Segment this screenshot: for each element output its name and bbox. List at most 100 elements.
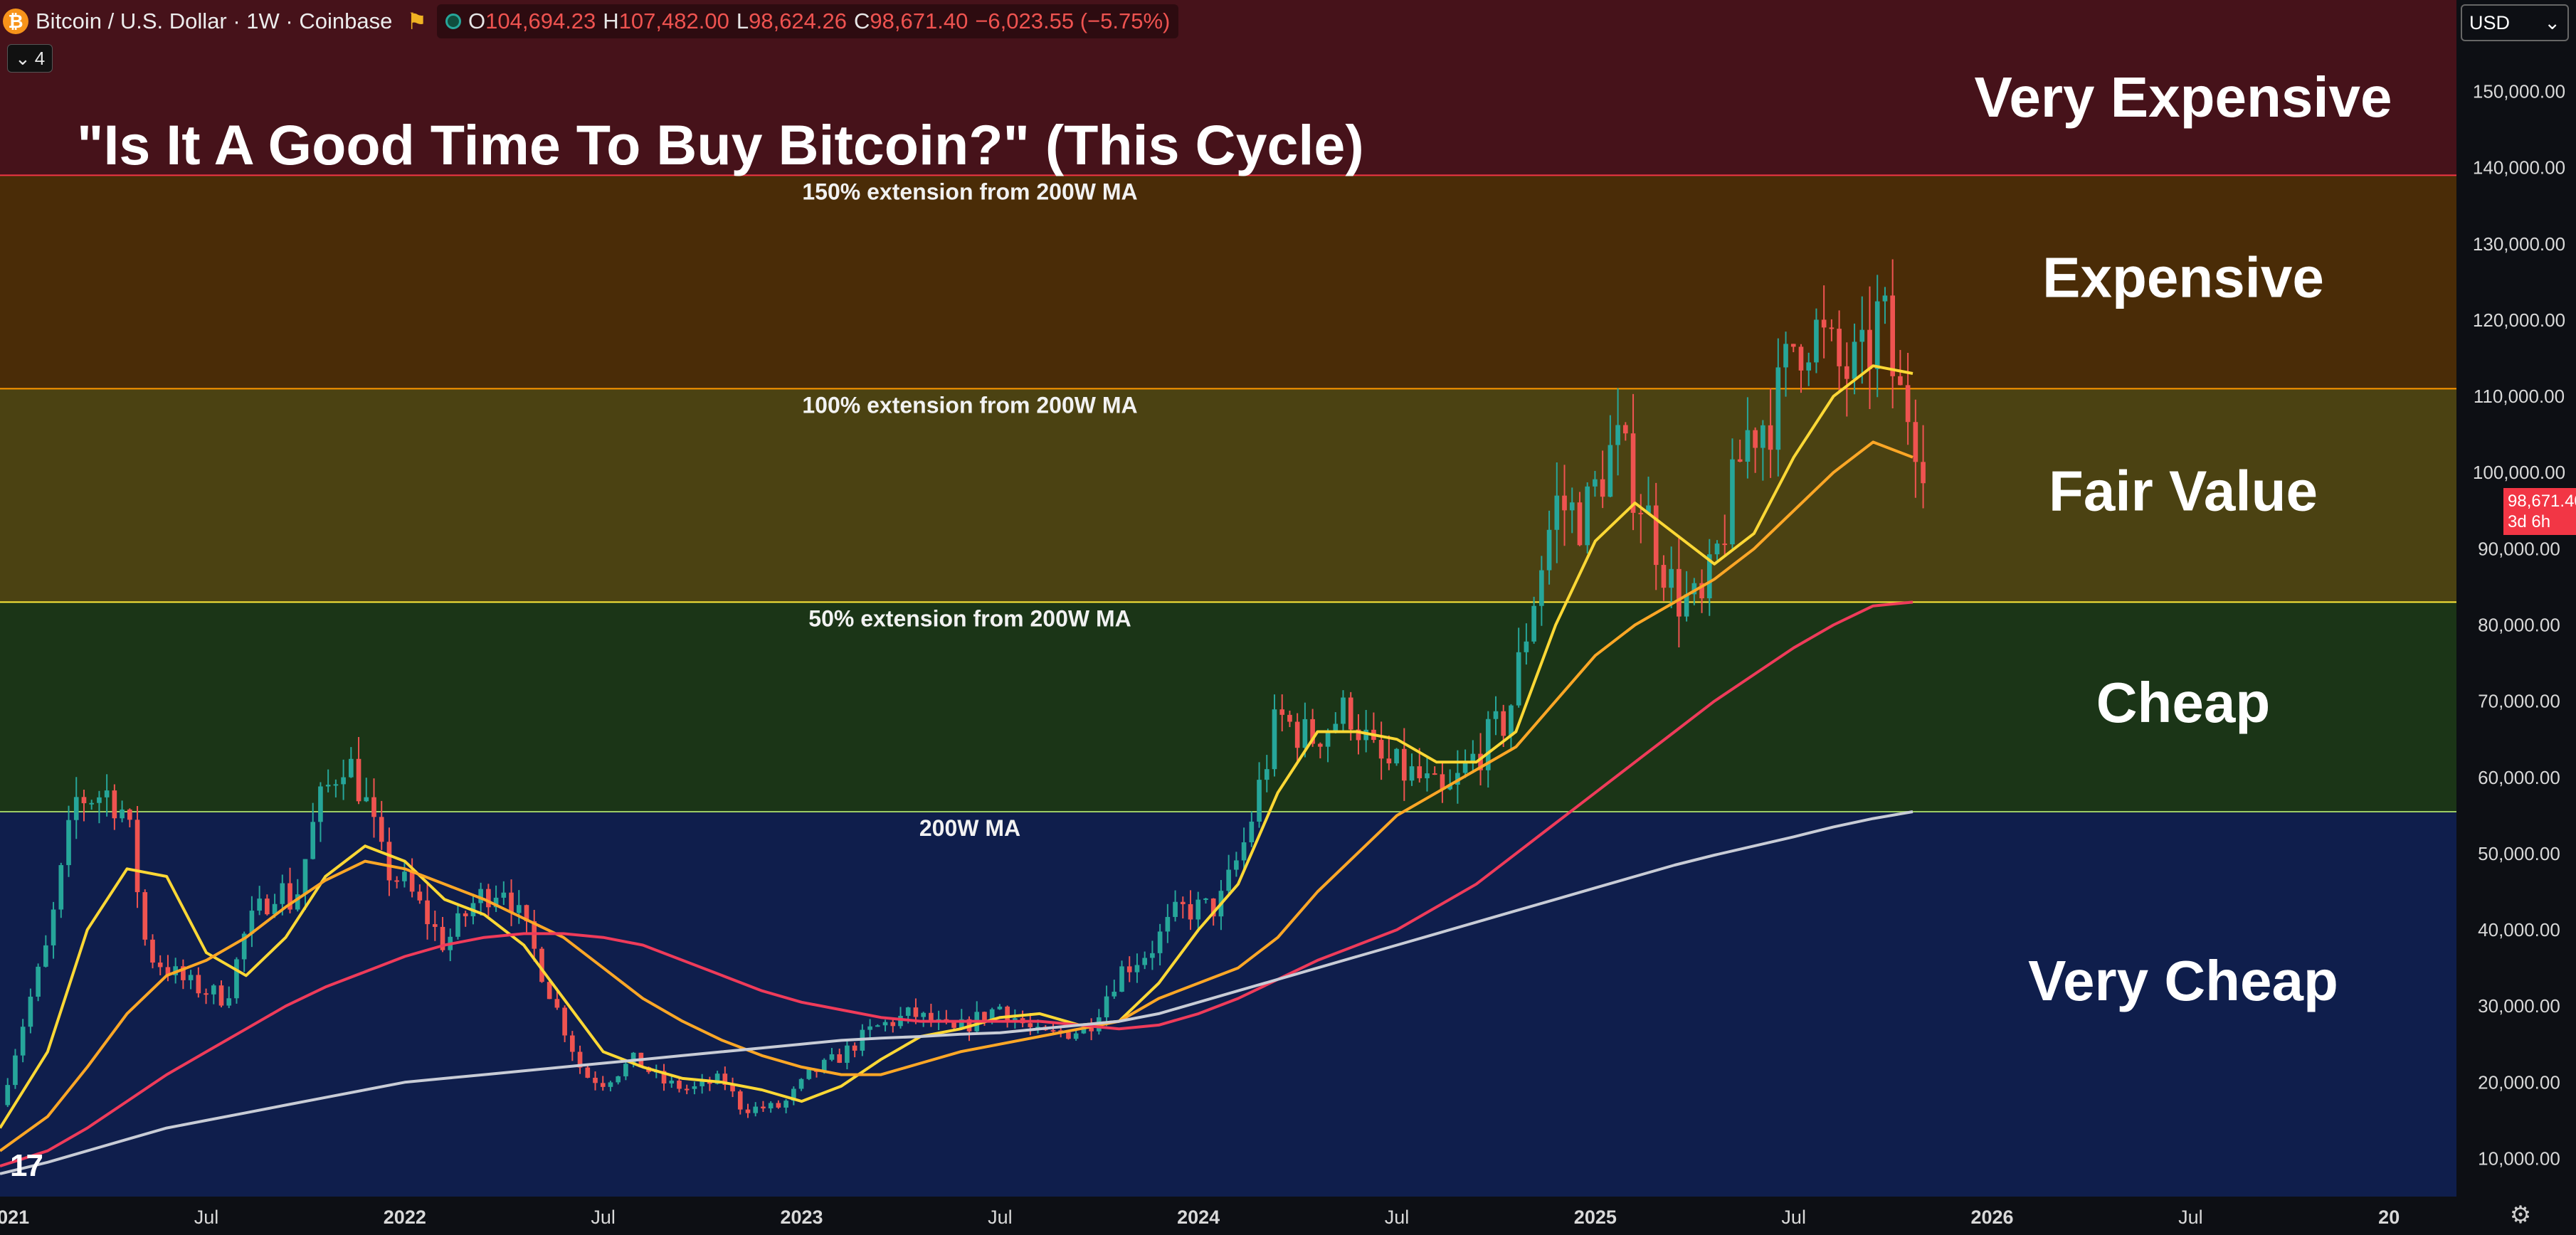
moving-average-line-1 bbox=[0, 364, 1913, 1129]
ohlc-open: O104,694.23 bbox=[468, 9, 596, 33]
candle-body bbox=[1470, 753, 1476, 763]
candle-body bbox=[1852, 341, 1857, 379]
level-labels: 150% extension from 200W MA 100% extensio… bbox=[802, 179, 1137, 841]
currency-select[interactable]: USD ⌄ bbox=[2461, 4, 2569, 41]
candle-body bbox=[669, 1081, 675, 1083]
ohlc-close: C98,671.40 bbox=[854, 9, 968, 33]
price-axis-background[interactable] bbox=[2456, 0, 2576, 1197]
candle-body bbox=[120, 809, 125, 819]
price-tick-label: 50,000.00 bbox=[2478, 843, 2560, 864]
zone-label-very-cheap: Very Cheap bbox=[2028, 949, 2338, 1012]
candle-body bbox=[600, 1083, 606, 1087]
candle-body bbox=[302, 859, 308, 895]
candle-body bbox=[20, 1027, 26, 1056]
candle-body bbox=[1622, 425, 1628, 434]
time-tick-label: 2023 bbox=[780, 1207, 823, 1228]
candle-body bbox=[1188, 903, 1193, 920]
candle-body bbox=[798, 1078, 804, 1089]
price-tick-label: 70,000.00 bbox=[2478, 691, 2560, 712]
candle-body bbox=[386, 842, 392, 881]
candle-body bbox=[1646, 505, 1651, 514]
candle-body bbox=[134, 820, 140, 893]
candle-body bbox=[204, 993, 208, 995]
candle-body bbox=[737, 1091, 743, 1110]
zone-very-expensive bbox=[0, 0, 2456, 176]
gear-icon[interactable]: ⚙ bbox=[2509, 1202, 2532, 1229]
candle-body bbox=[310, 822, 316, 859]
time-axis-background[interactable] bbox=[0, 1197, 2576, 1235]
candle-body bbox=[241, 933, 247, 960]
time-tick-label: 2024 bbox=[1177, 1207, 1220, 1228]
candle-body bbox=[1287, 714, 1292, 722]
time-tick-label: Jul bbox=[1385, 1207, 1410, 1228]
candle-body bbox=[1745, 430, 1751, 462]
candle-body bbox=[432, 924, 438, 927]
candle-body bbox=[929, 1012, 934, 1023]
price-change: −6,023.55 (−5.75%) bbox=[975, 9, 1171, 33]
candle-body bbox=[463, 913, 468, 916]
candle-body bbox=[1829, 327, 1835, 329]
candle-body bbox=[142, 892, 148, 940]
candle-body bbox=[608, 1082, 613, 1087]
candle-body bbox=[265, 899, 270, 915]
candle-body bbox=[791, 1088, 796, 1101]
candle-body bbox=[745, 1109, 751, 1113]
indicator-count: 4 bbox=[34, 47, 46, 69]
candle-body bbox=[1630, 433, 1636, 513]
candle-body bbox=[89, 802, 95, 805]
candle-body bbox=[36, 966, 41, 997]
candle-body bbox=[211, 985, 216, 995]
ohlc-readout: O104,694.23 H107,482.00 L98,624.26 C98,6… bbox=[437, 4, 1179, 38]
time-axis[interactable]: 2021 Jul 2022 Jul 2023 Jul 2024 Jul 2025 Jul 2026 J… bbox=[0, 1207, 2400, 1228]
candle-body bbox=[1134, 965, 1140, 972]
candle-body bbox=[1706, 554, 1712, 599]
candle-body bbox=[714, 1074, 720, 1084]
price-tick-label: 30,000.00 bbox=[2478, 995, 2560, 1017]
candle-body bbox=[1035, 1027, 1040, 1029]
candle-body bbox=[1180, 901, 1186, 904]
price-tick-label: 130,000.00 bbox=[2473, 233, 2565, 255]
candle-body bbox=[1249, 821, 1255, 842]
candle-body bbox=[1066, 1032, 1071, 1039]
candle-body bbox=[371, 797, 376, 817]
zone-label-very-expensive: Very Expensive bbox=[1974, 65, 2392, 129]
candle-body bbox=[593, 1077, 598, 1083]
candle-body bbox=[700, 1080, 704, 1086]
candle-body bbox=[1768, 425, 1773, 450]
candle-body bbox=[684, 1088, 690, 1091]
candle-body bbox=[1761, 425, 1765, 448]
flag-icon[interactable]: ⚑ bbox=[406, 9, 428, 34]
indicators-collapse-button[interactable]: ⌄ 4 bbox=[7, 44, 53, 73]
candle-body bbox=[1462, 763, 1468, 773]
candle-body bbox=[257, 899, 262, 911]
candle-body bbox=[1501, 711, 1506, 736]
chevron-down-icon: ⌄ bbox=[2544, 11, 2560, 33]
candle-body bbox=[104, 790, 110, 797]
candle-body bbox=[1653, 505, 1659, 566]
candle-body bbox=[1234, 860, 1239, 870]
candle-body bbox=[1913, 422, 1918, 462]
candle-body bbox=[1608, 445, 1613, 497]
time-tick-label: 2022 bbox=[384, 1207, 426, 1228]
price-tick-label: 40,000.00 bbox=[2478, 919, 2560, 940]
candle-body bbox=[379, 817, 384, 842]
last-price-tag: 98,671.40 3d 6h bbox=[2503, 488, 2576, 535]
price-tick-label: 10,000.00 bbox=[2478, 1147, 2560, 1169]
valuation-zones bbox=[0, 0, 2456, 1197]
candle-body bbox=[1516, 652, 1521, 706]
price-axis[interactable]: 10,000.00 20,000.00 30,000.00 40,000.00 50,0… bbox=[2473, 4, 2565, 1169]
price-tick-label: 120,000.00 bbox=[2473, 309, 2565, 331]
candle-body bbox=[1615, 425, 1620, 445]
candle-body bbox=[829, 1054, 835, 1060]
tradingview-logo[interactable]: 17 bbox=[10, 1148, 43, 1183]
candle-body bbox=[43, 945, 48, 967]
symbol-title[interactable]: Bitcoin / U.S. Dollar · 1W · Coinbase bbox=[36, 9, 393, 33]
candle-body bbox=[1119, 966, 1124, 992]
chevron-down-icon: ⌄ bbox=[15, 47, 31, 69]
candle-body bbox=[1447, 785, 1452, 790]
market-status-icon[interactable] bbox=[445, 14, 462, 29]
candle-body bbox=[1699, 583, 1704, 599]
candle-body bbox=[1539, 570, 1544, 606]
candlestick-series bbox=[5, 259, 1926, 1118]
